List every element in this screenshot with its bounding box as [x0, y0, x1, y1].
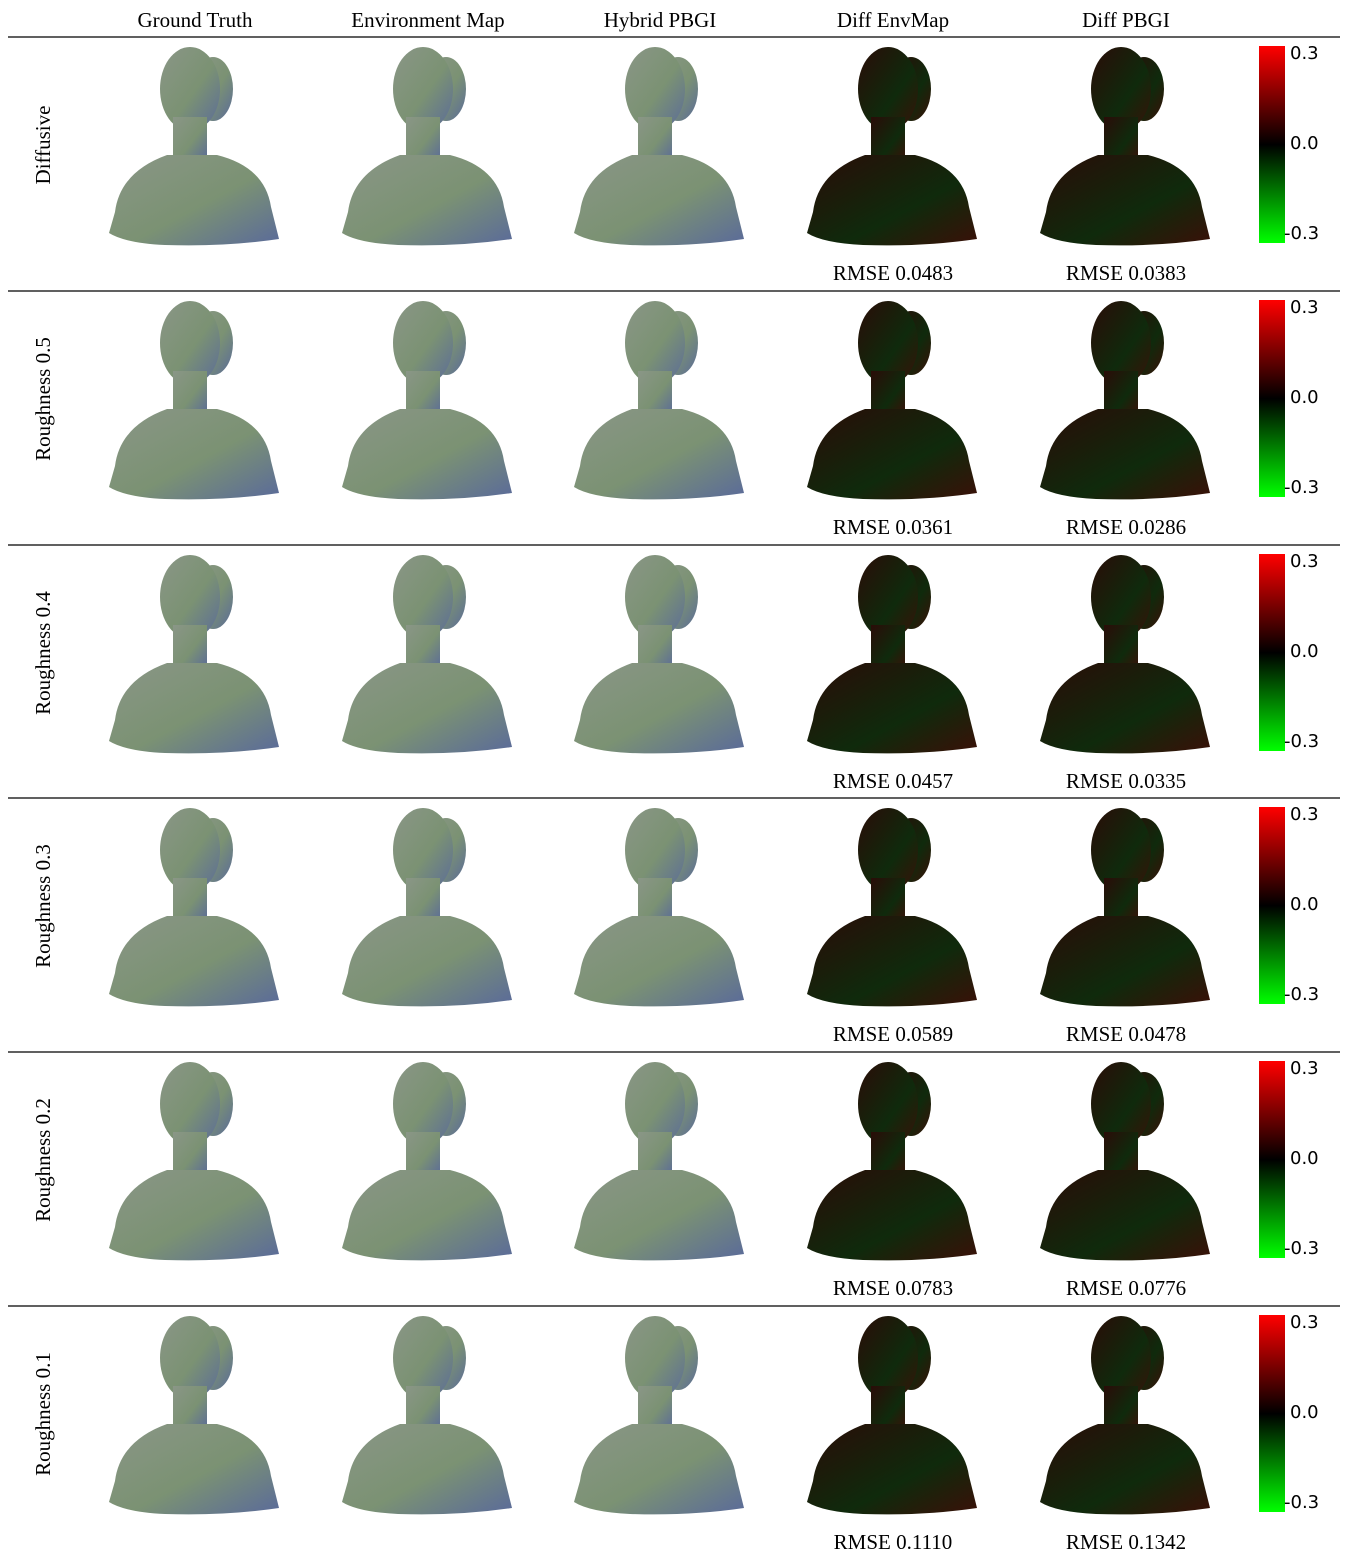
colorbar-tick: -0.3 [1284, 477, 1319, 498]
bust-image [1040, 808, 1210, 1006]
rmse-label: RMSE 0.0783 [833, 1276, 953, 1300]
bust-image [342, 47, 512, 245]
rmse-label: RMSE 0.1342 [1066, 1530, 1186, 1554]
bust-image [1040, 1062, 1210, 1260]
bust-image [342, 301, 512, 499]
content: Ground Truth Environment Map Hybrid PBGI Di… [8, 8, 1340, 1554]
bust-image [1040, 301, 1210, 499]
bust-image [574, 808, 744, 1006]
row-label: Roughness 0.2 [31, 1098, 55, 1222]
bust-image [342, 1062, 512, 1260]
colorbar-tick: 0.0 [1290, 1148, 1319, 1169]
bust-image [1040, 555, 1210, 753]
row-label: Roughness 0.1 [31, 1352, 55, 1476]
colorbar-tick: -0.3 [1284, 1238, 1319, 1259]
bust-image [574, 301, 744, 499]
colorbar-tick: 0.0 [1290, 387, 1319, 408]
bust-image [109, 1062, 279, 1260]
colorbar-tick: 0.3 [1290, 1058, 1319, 1079]
bust-image [109, 47, 279, 245]
column-header: Environment Map [351, 8, 504, 32]
colorbar-tick: -0.3 [1284, 984, 1319, 1005]
rmse-label: RMSE 0.0776 [1066, 1276, 1186, 1300]
colorbar-tick: -0.3 [1284, 731, 1319, 752]
bust-image [1040, 1316, 1210, 1514]
bust-image [807, 301, 977, 499]
bust-image [342, 1316, 512, 1514]
colorbar-tick: -0.3 [1284, 1492, 1319, 1513]
bust-image [807, 555, 977, 753]
column-header: Ground Truth [138, 8, 253, 32]
bust-image [574, 555, 744, 753]
rmse-label: RMSE 0.0483 [833, 261, 953, 285]
colorbar-tick: 0.3 [1290, 297, 1319, 318]
bust-image [807, 1316, 977, 1514]
bust-image [1040, 47, 1210, 245]
colorbar [1259, 1061, 1285, 1258]
colorbar-tick: 0.3 [1290, 804, 1319, 825]
column-header: Diff PBGI [1082, 8, 1170, 32]
bust-image [807, 47, 977, 245]
colorbar [1259, 46, 1285, 243]
rmse-label: RMSE 0.0457 [833, 769, 953, 793]
bust-image [574, 1316, 744, 1514]
colorbar-tick: 0.0 [1290, 133, 1319, 154]
row-label: Diffusive [31, 106, 55, 185]
colorbar-tick: -0.3 [1284, 223, 1319, 244]
rmse-label: RMSE 0.0335 [1066, 769, 1186, 793]
rmse-label: RMSE 0.0478 [1066, 1022, 1186, 1046]
figure: Ground Truth Environment Map Hybrid PBGI Di… [0, 0, 1346, 1555]
colorbar [1259, 300, 1285, 497]
colorbar [1259, 807, 1285, 1004]
rmse-label: RMSE 0.0286 [1066, 515, 1186, 539]
bust-image [342, 555, 512, 753]
rmse-label: RMSE 0.0383 [1066, 261, 1186, 285]
row-label: Roughness 0.3 [31, 844, 55, 968]
bust-image [109, 301, 279, 499]
bust-image [342, 808, 512, 1006]
colorbar-tick: 0.0 [1290, 641, 1319, 662]
bust-image [574, 47, 744, 245]
bust-image [109, 1316, 279, 1514]
bust-image [109, 808, 279, 1006]
colorbar-tick: 0.3 [1290, 43, 1319, 64]
colorbar [1259, 1315, 1285, 1512]
bust-image [807, 808, 977, 1006]
column-header: Hybrid PBGI [604, 8, 717, 32]
colorbar-tick: 0.0 [1290, 1402, 1319, 1423]
bust-image [574, 1062, 744, 1260]
bust-image [807, 1062, 977, 1260]
rmse-label: RMSE 0.0589 [833, 1022, 953, 1046]
row-label: Roughness 0.4 [31, 591, 55, 715]
colorbar-tick: 0.0 [1290, 894, 1319, 915]
rmse-label: RMSE 0.0361 [833, 515, 953, 539]
colorbar [1259, 554, 1285, 751]
colorbar-tick: 0.3 [1290, 1312, 1319, 1333]
row-label: Roughness 0.5 [31, 337, 55, 461]
colorbar-tick: 0.3 [1290, 551, 1319, 572]
rmse-label: RMSE 0.1110 [834, 1530, 953, 1554]
column-header: Diff EnvMap [837, 8, 949, 32]
bust-image [109, 555, 279, 753]
